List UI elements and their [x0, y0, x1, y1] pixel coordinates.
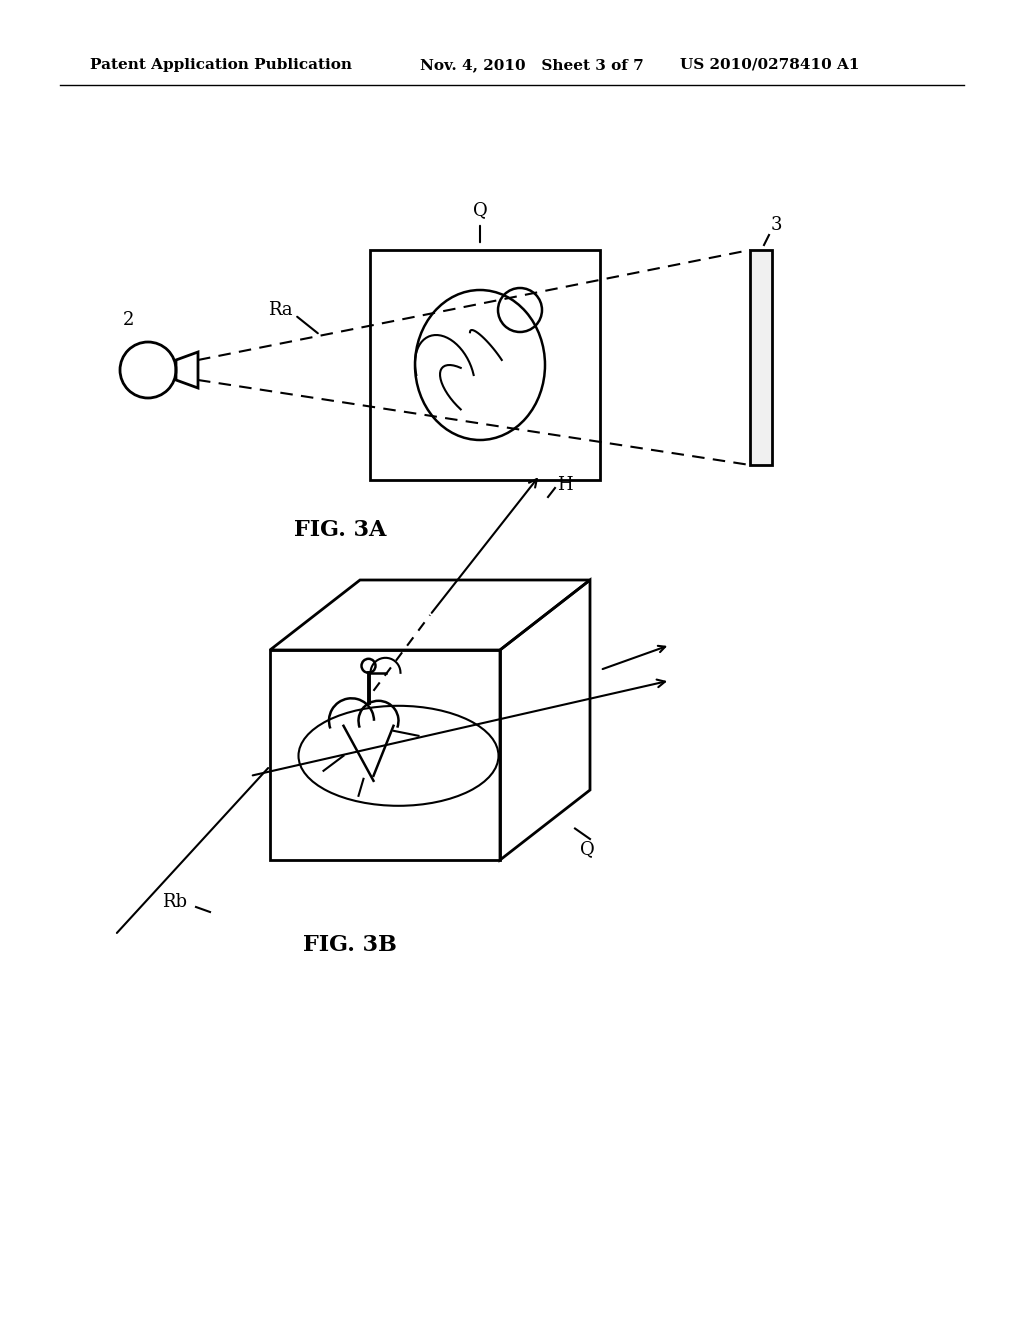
- Text: US 2010/0278410 A1: US 2010/0278410 A1: [680, 58, 859, 73]
- Text: FIG. 3A: FIG. 3A: [294, 519, 386, 541]
- Text: Q: Q: [580, 841, 595, 858]
- Text: Nov. 4, 2010   Sheet 3 of 7: Nov. 4, 2010 Sheet 3 of 7: [420, 58, 644, 73]
- Text: FIG. 3B: FIG. 3B: [303, 935, 397, 956]
- Text: Q: Q: [473, 201, 487, 219]
- Text: Rb: Rb: [163, 894, 187, 911]
- Text: Patent Application Publication: Patent Application Publication: [90, 58, 352, 73]
- Text: 2: 2: [122, 312, 134, 329]
- Text: H: H: [557, 477, 572, 494]
- Text: 3: 3: [770, 216, 781, 234]
- Bar: [750, 249, 772, 465]
- Bar: [370, 249, 600, 480]
- Text: Ra: Ra: [267, 301, 292, 319]
